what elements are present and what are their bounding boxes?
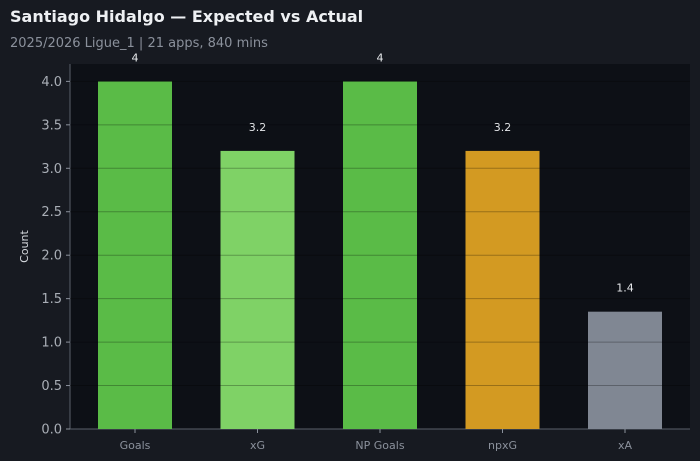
bar-xg xyxy=(220,150,295,429)
data-label: 1.4 xyxy=(616,282,634,295)
y-tick-label: 3.5 xyxy=(41,118,62,133)
y-tick-label: 0.0 xyxy=(41,423,62,438)
y-tick-label: 2.5 xyxy=(41,205,62,220)
chart-title: Santiago Hidalgo — Expected vs Actual xyxy=(10,7,364,26)
y-tick-label: 1.5 xyxy=(41,292,62,307)
bar-xa xyxy=(588,311,662,429)
y-tick-label: 2.0 xyxy=(41,249,62,264)
bar-goals xyxy=(98,81,172,429)
x-tick-label: xG xyxy=(250,439,265,452)
data-label: 4 xyxy=(377,51,384,64)
y-tick-label: 0.5 xyxy=(41,379,62,394)
data-label: 4 xyxy=(132,51,139,64)
y-axis-label: Count xyxy=(18,229,31,262)
x-tick-label: xA xyxy=(618,439,633,452)
bar-np-goals xyxy=(343,81,417,429)
y-tick-label: 1.0 xyxy=(41,336,62,351)
bar-npxg xyxy=(465,150,540,429)
y-tick-label: 4.0 xyxy=(41,75,62,90)
x-tick-label: Goals xyxy=(120,439,151,452)
x-tick-label: NP Goals xyxy=(355,439,404,452)
y-tick-label: 3.0 xyxy=(41,162,62,177)
data-label: 3.2 xyxy=(249,121,267,134)
chart-subtitle: 2025/2026 Ligue_1 | 21 apps, 840 mins xyxy=(10,36,268,51)
x-tick-label: npxG xyxy=(488,439,517,452)
data-label: 3.2 xyxy=(494,121,512,134)
